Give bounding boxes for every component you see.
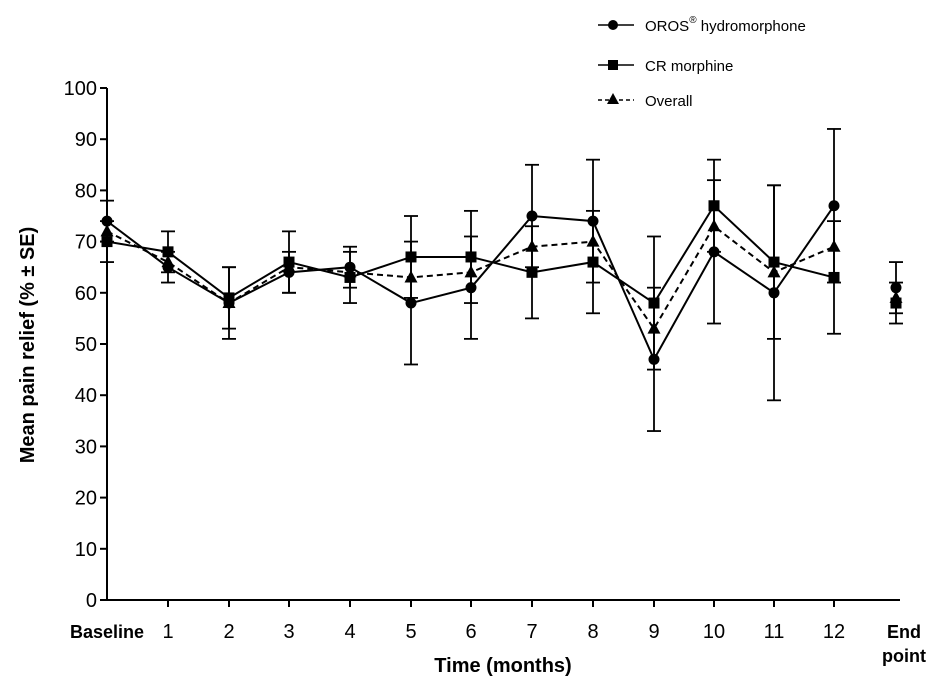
data-point <box>343 265 357 278</box>
legend-marker-square <box>608 60 618 70</box>
data-point <box>526 210 538 222</box>
x-tick-label: 8 <box>587 621 598 643</box>
x-tick-label: 7 <box>526 621 537 643</box>
data-point <box>708 200 720 212</box>
data-point <box>161 255 175 268</box>
y-tick-label: 60 <box>75 283 97 305</box>
data-point <box>828 271 840 283</box>
legend-label-overall: Overall <box>645 93 693 110</box>
y-tick-label: 30 <box>75 436 97 458</box>
x-tick-label: 2 <box>223 621 234 643</box>
x-tick-label: 11 <box>764 621 785 643</box>
y-tick-label: 100 <box>64 78 97 100</box>
endpoint-point <box>890 297 902 309</box>
legend-oros-registered: ® <box>689 15 697 26</box>
y-axis-title: Mean pain relief (% ± SE) <box>17 227 39 464</box>
data-point <box>707 219 721 232</box>
legend-oros-name: OROS <box>645 18 689 35</box>
data-point <box>768 256 780 268</box>
data-point <box>404 270 418 283</box>
data-point <box>648 297 660 309</box>
y-tick-label: 50 <box>75 334 97 356</box>
legend: OROS® hydromorphone CR morphine Overall <box>598 15 806 110</box>
x-ticks: Baseline 1 2 3 4 5 6 7 8 9 10 11 12 End point <box>70 600 926 666</box>
y-ticks: 0 10 20 30 40 50 60 70 80 90 100 <box>64 78 107 612</box>
data-point <box>525 239 539 252</box>
x-tick-label: 5 <box>405 621 416 643</box>
legend-label-oros: OROS® hydromorphone <box>645 15 806 35</box>
data-point <box>282 260 296 273</box>
y-tick-label: 10 <box>75 539 97 561</box>
x-tick-label: 1 <box>162 621 173 643</box>
x-tick-label: 6 <box>465 621 476 643</box>
data-point <box>100 224 114 237</box>
y-tick-label: 90 <box>75 129 97 151</box>
legend-marker-circle <box>608 20 618 30</box>
axes <box>106 88 900 601</box>
y-tick-label: 70 <box>75 232 97 254</box>
data-point <box>767 265 781 278</box>
data-point <box>828 200 840 212</box>
legend-item-cr-morphine: CR morphine <box>598 58 733 75</box>
data-point <box>222 296 236 309</box>
data-point <box>647 321 661 334</box>
series-overall <box>100 219 903 334</box>
y-tick-label: 40 <box>75 385 97 407</box>
x-axis-title: Time (months) <box>434 655 571 677</box>
data-point <box>827 239 841 252</box>
data-point <box>101 236 113 248</box>
y-tick-label: 0 <box>86 590 97 612</box>
legend-item-overall: Overall <box>598 93 693 110</box>
endpoint-point <box>889 290 903 303</box>
plot-area <box>100 128 903 432</box>
x-tick-label-line: point <box>882 646 926 666</box>
x-tick-label: 3 <box>283 621 294 643</box>
series-cr-morphine <box>100 158 903 371</box>
y-tick-label: 80 <box>75 180 97 202</box>
legend-item-oros: OROS® hydromorphone <box>598 15 806 35</box>
legend-oros-suffix: hydromorphone <box>697 18 806 35</box>
data-point <box>586 234 600 247</box>
x-tick-label-line: End <box>887 622 921 642</box>
data-point <box>587 256 599 268</box>
x-tick-label: 12 <box>823 621 845 643</box>
data-point <box>405 251 417 263</box>
data-point <box>465 251 477 263</box>
data-point <box>344 271 356 283</box>
x-tick-label: 10 <box>703 621 725 643</box>
data-point <box>464 265 478 278</box>
data-point <box>162 246 174 258</box>
legend-marker-triangle <box>607 93 619 104</box>
series-oros-hydromorphone <box>100 128 903 432</box>
x-tick-label: 9 <box>648 621 659 643</box>
x-tick-label: End point <box>882 622 926 666</box>
legend-label-cr-morphine: CR morphine <box>645 58 733 75</box>
x-tick-label: 4 <box>344 621 355 643</box>
data-point <box>405 297 417 309</box>
x-tick-label: Baseline <box>70 622 144 642</box>
y-tick-label: 20 <box>75 488 97 510</box>
data-point <box>526 266 538 278</box>
